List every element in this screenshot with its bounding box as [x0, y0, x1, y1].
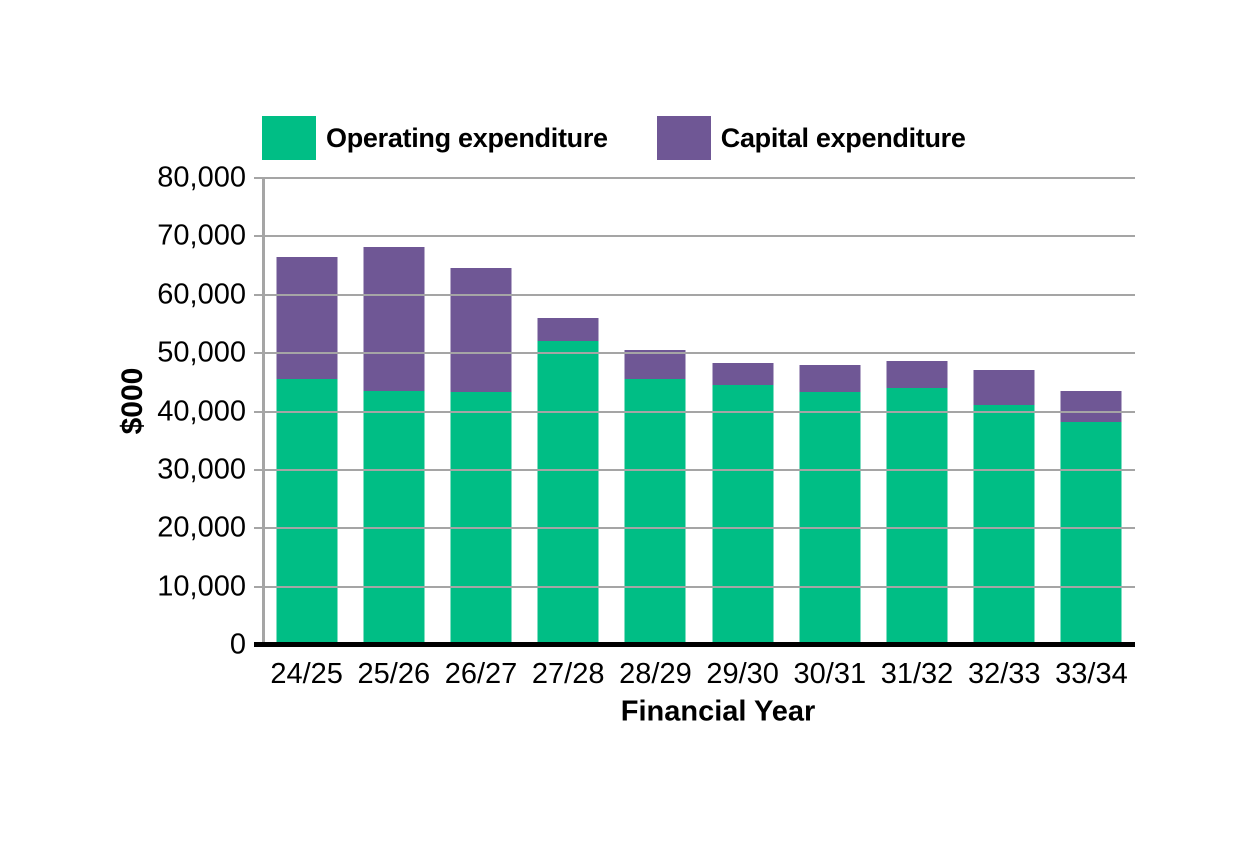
y-tick-mark	[254, 235, 263, 238]
operating-expenditure-segment	[450, 392, 512, 645]
capital-expenditure-segment	[886, 361, 948, 389]
bar-column-27/28	[525, 178, 612, 645]
bar-stack	[450, 178, 512, 645]
operating-expenditure-segment	[799, 391, 861, 645]
y-tick-mark	[254, 352, 263, 355]
legend-item-operating: Operating expenditure	[262, 116, 608, 160]
x-tick-label: 33/34	[1055, 658, 1128, 690]
operating-expenditure-segment	[363, 390, 425, 645]
bar-stack	[799, 178, 861, 645]
y-tick-label: 60,000	[157, 278, 246, 311]
y-tick-label: 30,000	[157, 453, 246, 486]
legend-label-operating: Operating expenditure	[326, 122, 608, 153]
operating-expenditure-segment	[624, 379, 686, 645]
capital-expenditure-segment	[537, 317, 599, 342]
operating-expenditure-segment	[886, 388, 948, 645]
capital-expenditure-segment	[1060, 390, 1122, 423]
x-axis-labels: 24/25 25/26 26/27 27/28 28/29 29/30 30/31 31/32…	[263, 658, 1135, 691]
gridline	[263, 527, 1135, 530]
legend-label-capital: Capital expenditure	[720, 122, 966, 153]
bar-column-31/32	[873, 178, 960, 645]
y-tick-mark	[254, 410, 263, 413]
gridline	[263, 177, 1135, 179]
x-tick-label: 26/27	[444, 658, 518, 690]
y-axis-labels: 80,000 70,000 60,000 50,000 40,000 30,000 20,0…	[0, 162, 246, 661]
x-axis-title: Financial Year	[620, 695, 816, 728]
gridline	[263, 468, 1135, 471]
y-tick-label: 10,000	[157, 570, 246, 603]
bar-column-26/27	[437, 178, 524, 645]
bar-column-29/30	[699, 178, 786, 645]
gridline	[263, 293, 1135, 296]
y-tick-mark	[254, 527, 263, 530]
legend: Operating expenditure Capital expenditur…	[262, 116, 966, 160]
gridline	[263, 585, 1135, 588]
y-tick-mark	[254, 585, 263, 588]
bars-layer	[263, 178, 1135, 645]
x-tick-label: 27/28	[531, 658, 605, 690]
operating-expenditure-segment	[537, 341, 599, 645]
capital-expenditure-swatch	[656, 116, 711, 160]
y-tick-label: 50,000	[157, 336, 246, 369]
gridline	[263, 235, 1135, 238]
x-axis-baseline	[254, 642, 1135, 647]
bar-stack	[712, 178, 774, 645]
capital-expenditure-segment	[624, 349, 686, 380]
x-tick-label: 28/29	[619, 658, 692, 690]
bar-stack	[1060, 178, 1122, 645]
bar-column-32/33	[961, 178, 1048, 645]
operating-expenditure-segment	[973, 405, 1035, 645]
bar-stack	[973, 178, 1035, 645]
operating-expenditure-segment	[276, 379, 338, 645]
y-tick-label: 0	[229, 628, 246, 661]
bar-column-25/26	[350, 178, 437, 645]
gridline	[263, 352, 1135, 355]
y-tick-mark	[254, 468, 263, 471]
plot-area	[254, 177, 1135, 647]
bar-column-30/31	[786, 178, 873, 645]
bar-stack	[363, 178, 425, 645]
bar-stack	[624, 178, 686, 645]
capital-expenditure-segment	[363, 247, 425, 391]
operating-expenditure-segment	[1060, 422, 1122, 645]
y-tick-label: 40,000	[157, 395, 246, 427]
x-tick-label: 31/32	[880, 658, 954, 690]
y-tick-label: 70,000	[157, 219, 246, 252]
y-tick-label: 20,000	[157, 511, 246, 544]
bar-stack	[276, 178, 338, 645]
x-tick-label: 29/30	[706, 658, 779, 690]
capital-expenditure-segment	[276, 256, 338, 380]
y-tick-label: 80,000	[157, 161, 246, 194]
x-tick-label: 30/31	[793, 658, 867, 690]
capital-expenditure-segment	[799, 365, 861, 392]
y-tick-mark	[254, 293, 263, 296]
capital-expenditure-segment	[712, 363, 774, 385]
bar-column-24/25	[263, 178, 350, 645]
legend-item-capital: Capital expenditure	[656, 116, 966, 160]
y-tick-mark	[254, 177, 263, 179]
bar-stack	[886, 178, 948, 645]
capital-expenditure-segment	[450, 267, 512, 393]
x-tick-label: 24/25	[270, 658, 343, 690]
x-tick-label: 32/33	[967, 658, 1041, 690]
bar-stack	[537, 178, 599, 645]
capital-expenditure-segment	[973, 370, 1035, 406]
bar-column-28/29	[612, 178, 699, 645]
gridline	[263, 410, 1135, 413]
operating-expenditure-swatch	[262, 116, 316, 160]
x-tick-label: 25/26	[357, 658, 431, 690]
operating-expenditure-segment	[712, 384, 774, 645]
bar-column-33/34	[1048, 178, 1135, 645]
